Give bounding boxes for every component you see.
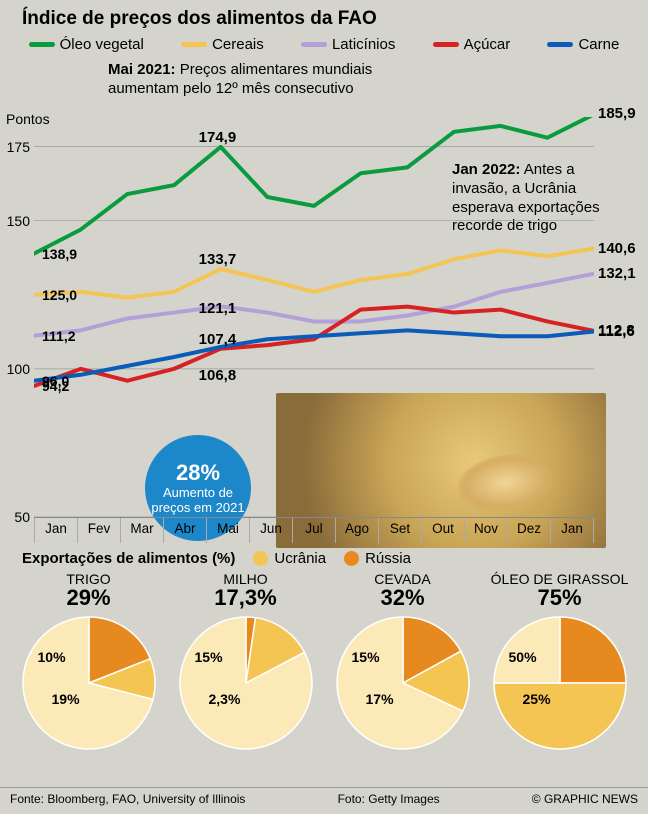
annotation-mai2021: Mai 2021: Preços alimentares mundiais au… [108,61,428,99]
legend-label: Açúcar [464,36,511,53]
x-tick-label: Nov [465,518,508,543]
series-peak-label: 133,7 [199,251,237,268]
legend-item: Cereais [181,36,264,53]
legend-item: Laticínios [301,36,395,53]
pie-block: TRIGO 29% 10% 19% [14,571,164,758]
x-tick-label: Jul [293,518,336,543]
series-end-label: 140,6 [598,240,636,257]
legend: Óleo vegetal Cereais Laticínios Açúcar Carne [0,34,648,57]
x-tick-label: Mar [121,518,164,543]
series-start-label: 94,2 [42,378,69,394]
y-tick-label: 150 [6,213,30,229]
footer: Fonte: Bloomberg, FAO, University of Ill… [0,787,648,810]
footer-copyright: © GRAPHIC NEWS [532,792,638,806]
exports-legend-ukraine: Ucrânia [253,550,326,567]
pie-total: 75% [485,585,635,611]
pie-total: 32% [328,585,478,611]
pie-label-russia: 10% [38,649,66,665]
legend-item: Carne [547,36,619,53]
series-end-label: 132,1 [598,265,636,282]
legend-swatch [181,42,207,47]
x-tick-label: Mai [207,518,250,543]
series-start-label: 111,2 [42,328,76,344]
x-tick-label: Jan [34,518,78,543]
pie-total: 29% [14,585,164,611]
dot-ukraine [253,551,268,566]
legend-item: Óleo vegetal [29,36,144,53]
pie-label-ukraine: 19% [52,691,80,707]
y-tick-label: 50 [6,509,30,525]
footer-photo: Foto: Getty Images [338,792,440,806]
x-tick-label: Jun [250,518,293,543]
x-axis: JanFevMarAbrMaiJunJulAgoSetOutNovDezJan [34,517,594,543]
x-tick-label: Abr [164,518,207,543]
legend-swatch [301,42,327,47]
series-start-label: 138,9 [42,246,77,262]
pie-block: CEVADA 32% 15% 17% [328,571,478,758]
x-tick-label: Dez [508,518,551,543]
series-end-label: 185,9 [598,105,636,122]
x-tick-label: Fev [78,518,121,543]
y-tick-label: 175 [6,139,30,155]
legend-swatch [29,42,55,47]
x-tick-label: Ago [336,518,379,543]
badge-pct: 28% [176,460,220,485]
pie-label-ukraine: 25% [523,691,551,707]
exports-legend-ukraine-label: Ucrânia [274,550,326,567]
pie-label-russia: 15% [195,649,223,665]
pie-label-russia: 50% [509,649,537,665]
legend-label: Óleo vegetal [60,36,144,53]
x-tick-label: Out [422,518,465,543]
footer-source: Fonte: Bloomberg, FAO, University of Ill… [10,792,245,806]
legend-swatch [547,42,573,47]
chart-title: Índice de preços dos alimentos da FAO [0,0,648,34]
series-peak-label: 121,1 [199,300,237,317]
legend-swatch [433,42,459,47]
legend-label: Cereais [212,36,264,53]
exports-title: Exportações de alimentos (%) [22,550,235,567]
series-peak-label: 106,8 [199,367,237,384]
line-chart: Mai 2021: Preços alimentares mundiais au… [0,57,648,587]
series-end-label: 112,6 [598,323,635,340]
series-start-label: 125,0 [42,287,77,303]
y-tick-label: 100 [6,361,30,377]
legend-label: Carne [578,36,619,53]
series-peak-label: 174,9 [199,129,237,146]
x-tick-label: Set [379,518,422,543]
pie-label-russia: 15% [352,649,380,665]
exports-section: Exportações de alimentos (%) Ucrânia Rús… [0,548,648,758]
legend-item: Açúcar [433,36,511,53]
pie-block: MILHO 17,3% 15% 2,3% [171,571,321,758]
pie-chart [19,613,159,753]
pie-chart [333,613,473,753]
x-tick-label: Jan [551,518,594,543]
pie-label-ukraine: 17% [366,691,394,707]
legend-label: Laticínios [332,36,395,53]
pie-total: 17,3% [171,585,321,611]
pie-chart [176,613,316,753]
pie-label-ukraine: 2,3% [209,691,241,707]
badge-text: Aumento de preços em 2021 [145,486,251,516]
exports-legend-russia: Rússia [344,550,411,567]
pie-chart [490,613,630,753]
series-peak-label: 107,4 [199,331,237,348]
pie-block: ÓLEO DE GIRASSOL 75% 50% 25% [485,571,635,758]
exports-legend-russia-label: Rússia [365,550,411,567]
dot-russia [344,551,359,566]
